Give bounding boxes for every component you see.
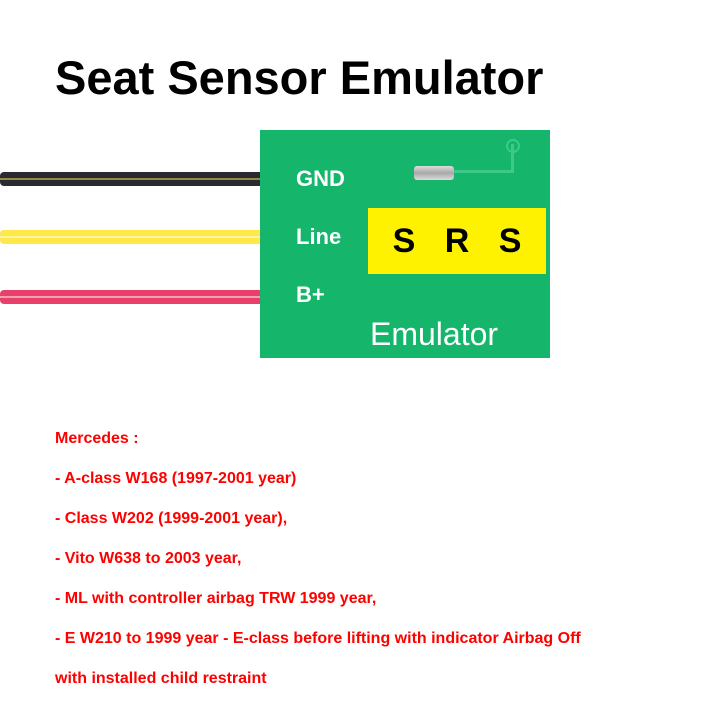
pcb-smd xyxy=(414,166,454,180)
compat-line: Mercedes : xyxy=(55,430,665,448)
pcb-board: GND Line B+ S R S Emulator xyxy=(260,130,550,358)
pcb-label-bplus: B+ xyxy=(296,282,325,308)
pcb-via xyxy=(506,139,520,153)
compat-line: - ML with controller airbag TRW 1999 yea… xyxy=(55,590,665,608)
pcb-emulator-label: Emulator xyxy=(370,316,498,353)
page-title: Seat Sensor Emulator xyxy=(55,50,543,105)
compat-line: - Class W202 (1999-2001 year), xyxy=(55,510,665,528)
compatibility-list: Mercedes : - A-class W168 (1997-2001 year… xyxy=(55,430,665,710)
wire-line xyxy=(0,230,282,244)
wire-gnd xyxy=(0,172,282,186)
pcb-label-gnd: GND xyxy=(296,166,345,192)
pcb-trace xyxy=(454,170,514,173)
compat-line: - Vito W638 to 2003 year, xyxy=(55,550,665,568)
compat-line: - E W210 to 1999 year - E-class before l… xyxy=(55,630,665,648)
compat-line: - A-class W168 (1997-2001 year) xyxy=(55,470,665,488)
srs-badge: S R S xyxy=(368,208,546,274)
compat-line: with installed child restraint xyxy=(55,670,665,688)
wire-bplus xyxy=(0,290,282,304)
pcb-label-line: Line xyxy=(296,224,341,250)
